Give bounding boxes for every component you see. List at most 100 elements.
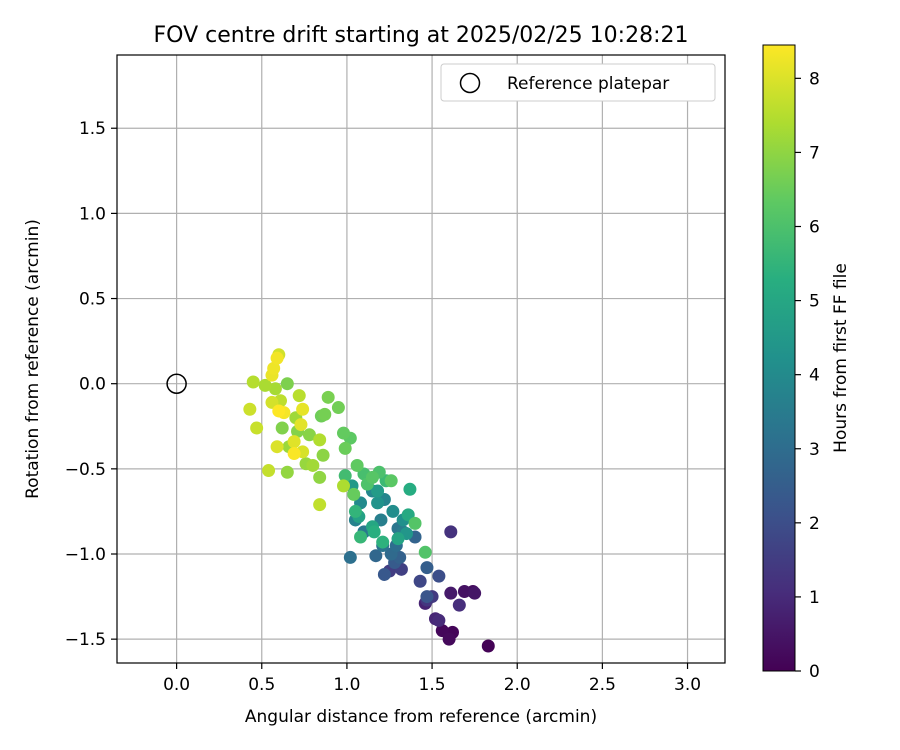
data-point [420, 590, 434, 604]
colorbar-gradient [762, 44, 796, 672]
y-tick-label: 1.0 [79, 204, 106, 224]
data-point [408, 516, 422, 530]
data-point [258, 378, 272, 392]
colorbar-tick-label: 0 [809, 662, 820, 682]
plot-frame [116, 54, 726, 664]
legend: Reference platepar [440, 63, 716, 102]
data-points [243, 348, 495, 653]
colorbar-tick-label: 5 [809, 292, 820, 312]
colorbar-tick-label: 8 [809, 69, 820, 89]
x-tick-label: 2.0 [504, 675, 531, 695]
colorbar-tick-label: 4 [809, 366, 820, 386]
data-point [250, 421, 264, 435]
data-point [287, 435, 301, 449]
data-point [331, 401, 345, 415]
data-point [267, 361, 281, 375]
data-point [313, 498, 327, 512]
data-point [468, 586, 482, 600]
data-point [270, 351, 284, 365]
data-point [420, 561, 434, 575]
data-point [246, 375, 260, 389]
data-point [338, 441, 352, 455]
data-point [376, 535, 390, 549]
colorbar-tick-label: 7 [809, 143, 820, 163]
data-point [403, 482, 417, 496]
y-tick-label: 0.5 [79, 290, 106, 310]
data-point [292, 389, 306, 403]
data-point [318, 407, 332, 421]
y-tick-label: −1.5 [65, 630, 106, 650]
data-point [432, 613, 446, 627]
legend-marker [459, 72, 481, 94]
legend-label: Reference platepar [507, 74, 669, 94]
data-point [350, 458, 364, 472]
colorbar-tick-label: 1 [809, 588, 820, 608]
data-point [296, 402, 310, 416]
y-tick-label: 1.5 [79, 119, 106, 139]
colorbar: 0 1 2 3 4 5 6 7 8 Hours from first FF file [762, 44, 851, 682]
y-tick-label: −1.0 [65, 545, 106, 565]
y-tick-label: 0.0 [79, 375, 106, 395]
data-point [444, 586, 458, 600]
data-point [337, 479, 351, 493]
data-point [432, 569, 446, 583]
reference-platepar-marker [166, 373, 187, 394]
data-point [272, 404, 286, 418]
data-point [413, 574, 427, 588]
x-tick-label: 1.5 [419, 675, 446, 695]
y-axis-label: Rotation from reference (arcmin) [23, 219, 43, 499]
colorbar-tick-label: 3 [809, 440, 820, 460]
data-point [313, 470, 327, 484]
colorbar-ticks: 0 1 2 3 4 5 6 7 8 [795, 69, 820, 682]
data-point [457, 584, 471, 598]
data-point [316, 448, 330, 462]
data-point [371, 496, 385, 510]
data-point [391, 532, 405, 546]
data-point [444, 525, 458, 539]
data-point [418, 545, 432, 559]
data-point [481, 639, 495, 653]
x-tick-label: 2.5 [589, 675, 616, 695]
data-point [294, 418, 308, 432]
x-tick-label: 0.5 [248, 675, 275, 695]
data-point [384, 474, 398, 488]
data-point [452, 598, 466, 612]
data-point [275, 421, 289, 435]
data-point [377, 567, 391, 581]
data-point [338, 469, 352, 483]
y-tick-label: −0.5 [65, 460, 106, 480]
data-point [371, 484, 385, 498]
data-point [243, 402, 257, 416]
colorbar-tick-label: 2 [809, 514, 820, 534]
data-point [365, 470, 379, 484]
data-point [343, 550, 357, 564]
data-point [369, 549, 383, 563]
data-point [280, 377, 294, 391]
data-point [386, 504, 400, 518]
legend-box [440, 63, 716, 102]
data-point [270, 440, 284, 454]
y-axis-ticks: −1.5 −1.0 −0.5 0.0 0.5 1.0 1.5 [65, 119, 117, 650]
data-point [313, 433, 327, 447]
data-point [280, 465, 294, 479]
colorbar-tick-label: 6 [809, 218, 820, 238]
chart-title: FOV centre drift starting at 2025/02/25 … [154, 23, 689, 48]
colorbar-label: Hours from first FF file [831, 263, 851, 453]
data-point [337, 426, 351, 440]
x-axis-ticks: 0.0 0.5 1.0 1.5 2.0 2.5 3.0 [163, 663, 701, 695]
data-point [268, 382, 282, 396]
data-point [347, 487, 361, 501]
data-point [287, 447, 301, 461]
data-point [321, 390, 335, 404]
data-point [262, 464, 276, 478]
data-point [302, 428, 316, 442]
grid-lines [117, 55, 725, 663]
x-tick-label: 3.0 [674, 675, 701, 695]
x-tick-label: 0.0 [163, 675, 190, 695]
x-axis-label: Angular distance from reference (arcmin) [245, 707, 597, 727]
data-point [442, 632, 456, 646]
data-point [348, 504, 362, 518]
data-point [367, 525, 381, 539]
data-point [354, 530, 368, 544]
data-point [306, 458, 320, 472]
